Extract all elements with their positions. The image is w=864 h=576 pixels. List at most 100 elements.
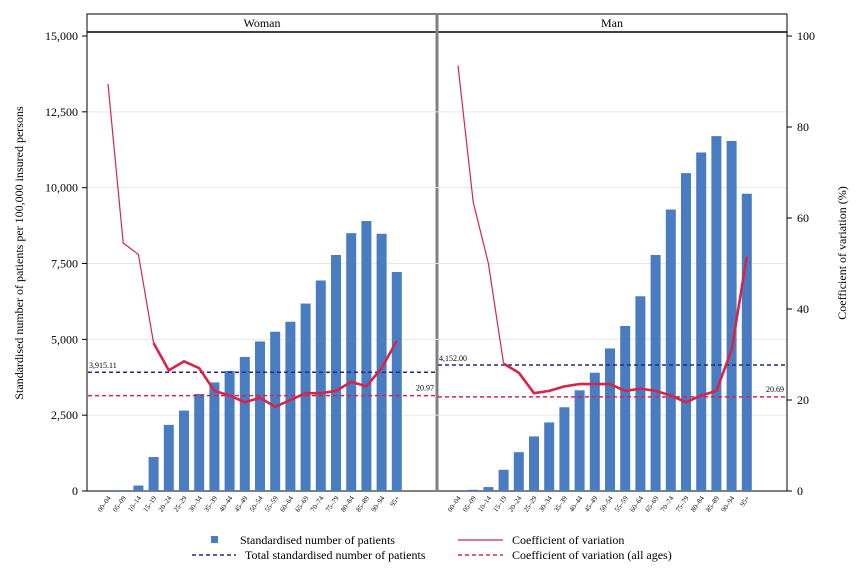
bar <box>483 487 494 491</box>
cv-line-thin <box>107 83 155 344</box>
bar <box>665 209 676 492</box>
bar <box>513 452 524 491</box>
bar <box>163 424 174 491</box>
x-tick-label: 65–69 <box>644 494 661 513</box>
bar <box>148 457 159 491</box>
bar <box>498 469 509 491</box>
x-tick-label: 35–39 <box>202 494 219 513</box>
bar <box>118 490 129 491</box>
bar <box>635 296 646 491</box>
x-tick-label: 80–84 <box>339 494 356 513</box>
cv-line-bold <box>152 340 398 409</box>
cv-all-value-label: 20.69 <box>766 385 784 394</box>
bar <box>255 341 265 491</box>
x-tick-label: 40–44 <box>218 494 235 513</box>
left-axis-tick-label: 10,000 <box>45 181 78 195</box>
bar <box>589 372 600 491</box>
x-tick-label: 20–24 <box>157 494 174 513</box>
x-tick-label: 65–69 <box>294 494 311 513</box>
cv-line-thin <box>457 65 505 364</box>
bar <box>194 393 205 491</box>
left-axis-tick-label: 12,500 <box>45 105 78 119</box>
right-axis-tick-label: 40 <box>797 302 809 316</box>
bar <box>300 303 311 491</box>
left-axis-tick-label: 15,000 <box>45 29 78 43</box>
bar <box>285 321 296 491</box>
left-axis-tick-label: 2,500 <box>51 408 78 422</box>
legend-total-label: Total standardised number of patients <box>245 548 426 562</box>
legend-bar-label: Standardised number of patients <box>240 533 395 547</box>
left-axis-tick-label: 5,000 <box>51 332 78 346</box>
panel-man: 00–0405–0910–1415–1920–2425–2930–3435–39… <box>438 65 786 513</box>
panel-woman: 00–0405–0910–1415–1920–2425–2930–3435–39… <box>88 83 436 513</box>
bar <box>179 410 189 491</box>
x-tick-label: 50–54 <box>598 494 615 513</box>
bar <box>209 382 220 491</box>
bar <box>133 485 144 491</box>
right-axis: 0 20 40 60 80 100 <box>787 29 815 498</box>
legend-bar-swatch <box>211 536 218 543</box>
right-axis-title: Coefficient of variation (%) <box>835 186 849 319</box>
x-tick-label: 60–64 <box>628 494 645 513</box>
x-tick-label: 05–09 <box>111 494 128 513</box>
bar <box>346 233 357 491</box>
x-tick-label: 95+ <box>389 495 402 509</box>
cv-line-bold <box>502 256 749 404</box>
bar <box>620 325 631 491</box>
bar <box>331 255 341 491</box>
right-axis-tick-label: 0 <box>797 484 803 498</box>
x-tick-label: 00–04 <box>96 494 113 513</box>
legend-cv-all-label: Coefficient of variation (all ages) <box>512 548 672 562</box>
x-tick-label: 60–64 <box>278 494 295 513</box>
x-tick-label: 85–89 <box>354 494 371 513</box>
bar <box>650 255 661 491</box>
bar <box>224 370 235 491</box>
x-tick-label: 15–19 <box>492 494 509 513</box>
left-axis: 0 2,500 5,000 7,500 10,000 12,500 15,000 <box>45 29 87 498</box>
x-tick-label: 45–49 <box>233 494 250 513</box>
cv-all-value-label: 20.97 <box>416 384 434 393</box>
x-tick-label: 95+ <box>739 495 752 509</box>
x-tick-label: 55–59 <box>263 494 280 513</box>
x-tick-label: 40–44 <box>568 494 585 513</box>
x-tick-label: 90–94 <box>370 494 387 513</box>
x-tick-label: 25–29 <box>522 494 539 513</box>
bar <box>726 140 737 491</box>
left-axis-tick-label: 0 <box>72 484 78 498</box>
x-tick-label: 70–74 <box>659 494 676 513</box>
right-axis-tick-label: 20 <box>797 393 809 407</box>
x-tick-label: 15–19 <box>142 494 159 513</box>
x-tick-label: 55–59 <box>613 494 630 513</box>
legend-cv-line-label: Coefficient of variation <box>512 533 624 547</box>
right-axis-tick-label: 100 <box>797 29 815 43</box>
x-tick-label: 70–74 <box>309 494 326 513</box>
x-tick-label: 85–89 <box>704 494 721 513</box>
x-tick-label: 75–79 <box>324 494 341 513</box>
x-tick-label: 90–94 <box>720 494 737 513</box>
bar <box>681 173 691 491</box>
bar <box>696 152 707 492</box>
bar <box>544 422 555 491</box>
left-axis-title: Standardised number of patients per 100,… <box>12 106 26 400</box>
x-tick-label: 30–34 <box>187 494 204 513</box>
bar <box>361 221 372 492</box>
cv-line-tail <box>381 340 398 369</box>
bar <box>741 193 752 491</box>
bar <box>391 271 402 491</box>
x-tick-label: 50–54 <box>248 494 265 513</box>
x-tick-label: 05–09 <box>461 494 478 513</box>
bar <box>574 390 585 491</box>
left-axis-tick-label: 7,500 <box>51 257 78 271</box>
x-tick-label: 80–84 <box>689 494 706 513</box>
legend: Standardised number of patients Coeffici… <box>192 533 672 562</box>
x-tick-label: 10–14 <box>476 494 493 513</box>
bar <box>468 489 479 491</box>
bar <box>270 331 281 491</box>
bar <box>376 233 387 492</box>
x-tick-label: 35–39 <box>552 494 569 513</box>
x-tick-label: 00–04 <box>446 494 463 513</box>
right-axis-tick-label: 80 <box>797 120 809 134</box>
bar <box>315 280 326 491</box>
bar <box>605 348 615 491</box>
